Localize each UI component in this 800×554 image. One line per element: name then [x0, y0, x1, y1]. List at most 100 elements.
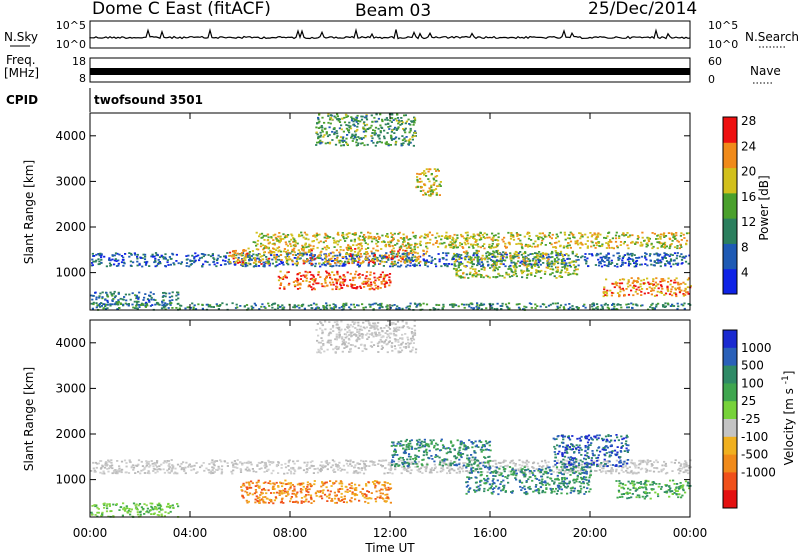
power-cell: [549, 256, 552, 259]
power-cell: [92, 301, 95, 304]
power-cell: [401, 139, 404, 142]
power-cell: [483, 247, 486, 250]
velocity-cell: [260, 467, 263, 470]
velocity-cell: [406, 470, 409, 472]
power-cell: [290, 238, 293, 241]
power-cell: [162, 292, 165, 294]
power-cell: [661, 258, 664, 261]
power-cell: [338, 127, 341, 130]
power-cell: [600, 259, 603, 262]
power-cell: [380, 302, 383, 305]
power-cell: [435, 240, 439, 242]
power-cell: [419, 236, 422, 239]
power-cell: [675, 262, 678, 265]
velocity-cell: [355, 470, 358, 472]
power-cell: [330, 278, 333, 281]
power-cell: [688, 277, 691, 280]
power-cell: [567, 272, 570, 274]
velocity-cell: [118, 465, 121, 468]
velocity-cell: [163, 460, 166, 462]
power-cell: [369, 232, 372, 235]
power-cell: [257, 257, 260, 260]
power-cell: [267, 239, 270, 241]
power-cell: [244, 253, 247, 256]
velocity-cell: [120, 471, 123, 474]
power-cell: [569, 273, 572, 276]
power-cell: [517, 306, 521, 309]
power-cell: [614, 240, 618, 243]
velocity-cell: [101, 511, 104, 514]
power-cell: [586, 240, 589, 242]
power-cell: [684, 294, 687, 296]
power-cell: [328, 304, 331, 307]
power-cell: [128, 255, 131, 258]
velocity-cell: [417, 470, 420, 473]
power-cell: [399, 257, 403, 259]
power-cell: [613, 265, 616, 267]
velocity-cell: [597, 465, 600, 467]
velocity-cell: [597, 459, 600, 462]
power-cell: [381, 127, 384, 129]
velocity-cell: [350, 497, 353, 499]
power-cell: [618, 294, 621, 297]
power-cell: [321, 247, 324, 250]
power-cell: [227, 258, 230, 261]
velocity-cell: [405, 468, 408, 471]
power-cell: [373, 282, 376, 284]
velocity-cell: [305, 465, 308, 467]
power-cell: [345, 124, 348, 126]
power-cell: [483, 243, 486, 245]
power-cell: [618, 255, 621, 257]
power-cell: [367, 277, 370, 280]
power-cell: [547, 265, 551, 268]
power-cell: [569, 261, 572, 264]
power-cell: [118, 307, 121, 309]
freq-label: Freq.: [6, 53, 36, 67]
power-cell: [273, 256, 276, 259]
power-cell: [449, 246, 452, 249]
power-cell: [413, 135, 416, 137]
power-cell: [144, 306, 147, 308]
power-cell: [391, 250, 394, 253]
power-cell: [346, 262, 349, 264]
power-cell: [409, 250, 412, 252]
power-cell: [285, 276, 288, 279]
power-cell: [390, 253, 393, 255]
power-cell: [340, 124, 343, 127]
power-cell: [313, 279, 317, 282]
power-cell: [303, 231, 306, 234]
velocity-cell: [273, 488, 276, 490]
velocity-cell: [615, 470, 618, 473]
velocity-cell: [527, 461, 530, 464]
velocity-cell: [160, 515, 163, 517]
power-cell: [491, 303, 495, 306]
velocity-cell: [609, 464, 612, 466]
power-cell: [362, 280, 365, 283]
power-cell: [622, 242, 625, 245]
power-cell: [300, 231, 303, 234]
power-cell: [353, 124, 356, 127]
power-cell: [657, 287, 660, 290]
power-cell: [423, 173, 426, 176]
velocity-cell: [631, 462, 634, 465]
power-cell: [604, 257, 607, 260]
power-cell: [323, 246, 326, 249]
power-cell: [318, 233, 321, 236]
velocity-cell: [433, 463, 436, 466]
power-cell: [461, 235, 464, 238]
power-cell: [526, 233, 529, 235]
power-cell: [676, 302, 679, 305]
power-cell: [507, 273, 511, 276]
power-cell: [357, 120, 360, 122]
power-cell: [389, 144, 392, 146]
power-cell: [605, 264, 608, 267]
power-cell: [286, 255, 289, 258]
power-cell: [297, 252, 300, 255]
power-cell: [361, 282, 364, 285]
power-cell: [236, 306, 239, 309]
power-cell: [102, 307, 105, 310]
power-cell: [376, 258, 379, 261]
power-cell: [557, 262, 560, 265]
power-cell: [359, 137, 363, 139]
power-cell: [340, 144, 343, 147]
